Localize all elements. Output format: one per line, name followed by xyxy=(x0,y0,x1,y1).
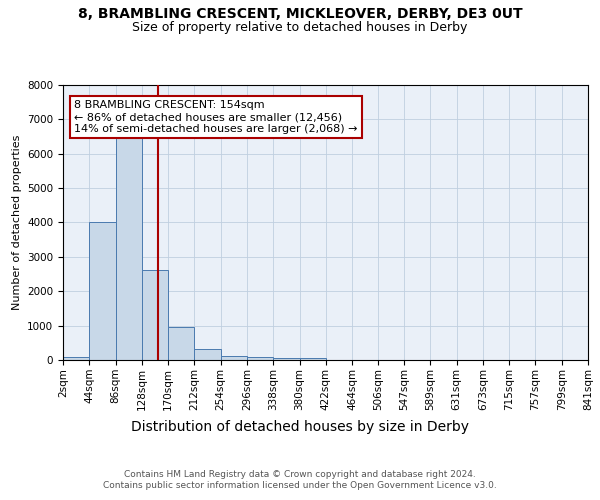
Text: Contains HM Land Registry data © Crown copyright and database right 2024.
Contai: Contains HM Land Registry data © Crown c… xyxy=(103,470,497,490)
Bar xyxy=(299,358,326,360)
Text: 8, BRAMBLING CRESCENT, MICKLEOVER, DERBY, DE3 0UT: 8, BRAMBLING CRESCENT, MICKLEOVER, DERBY… xyxy=(77,8,523,22)
Text: 8 BRAMBLING CRESCENT: 154sqm
← 86% of detached houses are smaller (12,456)
14% o: 8 BRAMBLING CRESCENT: 154sqm ← 86% of de… xyxy=(74,100,358,134)
Bar xyxy=(142,270,168,360)
Text: Distribution of detached houses by size in Derby: Distribution of detached houses by size … xyxy=(131,420,469,434)
Text: Size of property relative to detached houses in Derby: Size of property relative to detached ho… xyxy=(133,21,467,34)
Bar xyxy=(273,358,299,360)
Y-axis label: Number of detached properties: Number of detached properties xyxy=(11,135,22,310)
Bar xyxy=(116,133,142,360)
Bar xyxy=(194,350,221,360)
Bar xyxy=(168,327,194,360)
Bar xyxy=(247,357,273,360)
Bar xyxy=(221,356,247,360)
Bar xyxy=(89,222,116,360)
Bar xyxy=(63,357,89,360)
